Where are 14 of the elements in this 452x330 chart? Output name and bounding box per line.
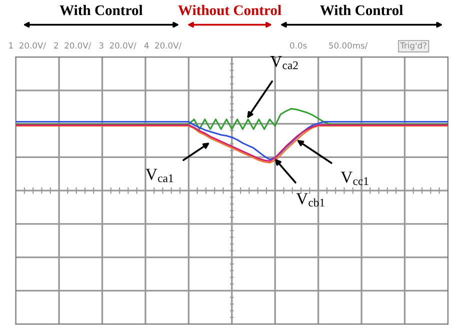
text: With Control [60,4,143,16]
annotation: V$_{cc1}$ [340,172,368,186]
text: 3 20.0V/ [99,42,136,50]
text: 50.00ms/ [329,42,368,50]
text: 1 20.0V/ [9,42,46,50]
text: 4 20.0V/ [144,42,182,50]
text: Without Control [178,4,282,16]
text: V$_{ca2}$ [270,56,298,70]
text: 2 20.0V/ [54,42,92,50]
annotation: V$_{ca1}$ [146,168,174,182]
text: Trig'd? [400,42,426,50]
text: 0.0s [290,42,307,49]
text: V$_{cb1}$ [296,193,324,207]
text: With Control [320,4,403,16]
